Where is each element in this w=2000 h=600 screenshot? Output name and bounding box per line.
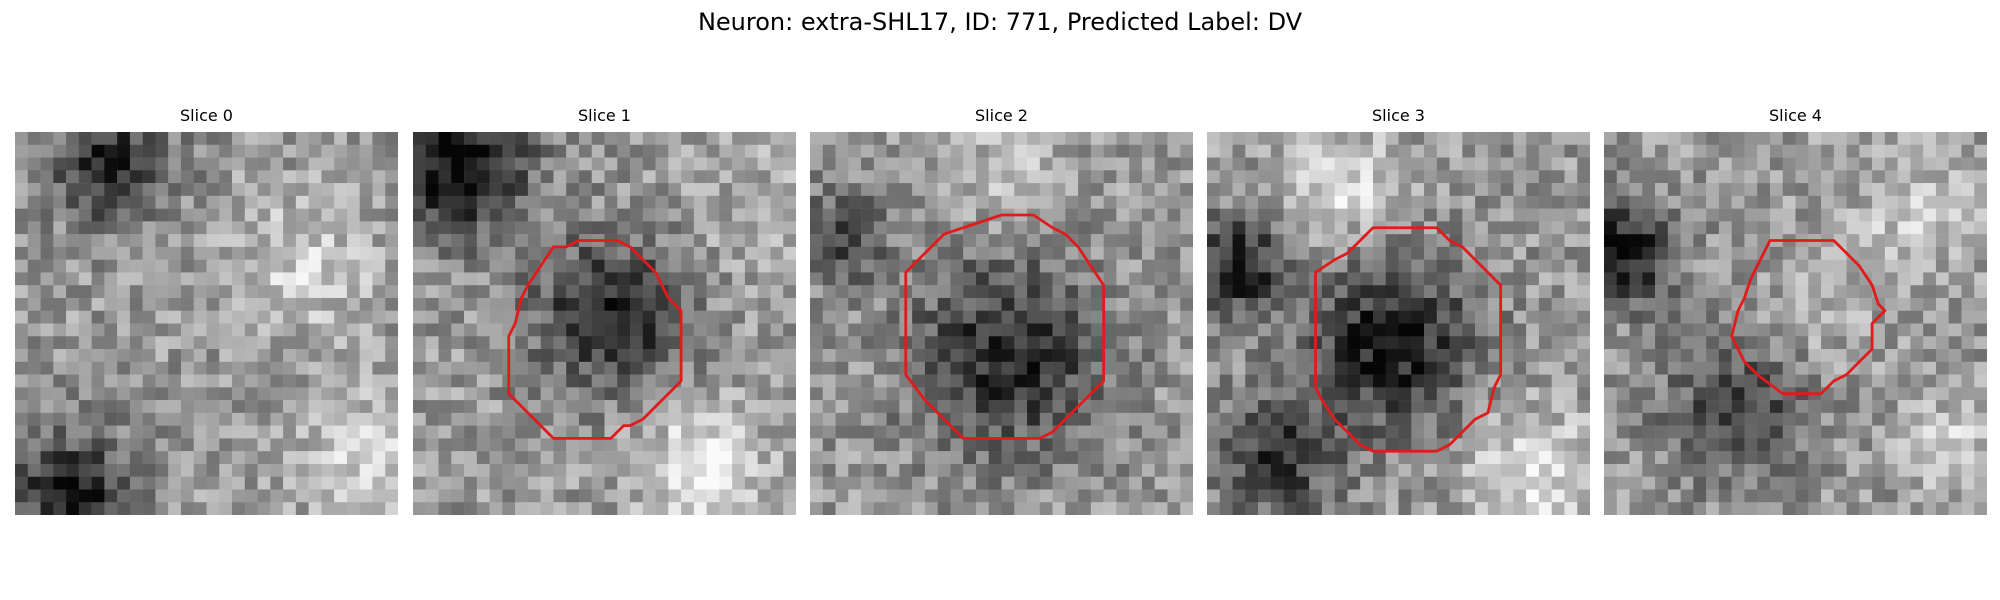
segmentation-contour	[1730, 239, 1887, 396]
slice-panel-1: Slice 1	[413, 104, 796, 515]
segmentation-contour	[904, 213, 1106, 440]
slice-image	[1604, 132, 1987, 515]
slice-panel-0: Slice 0	[15, 104, 398, 515]
slice-panel-3: Slice 3	[1207, 104, 1590, 515]
slice-image	[810, 132, 1193, 515]
slice-image	[1207, 132, 1590, 515]
slice-title: Slice 2	[975, 106, 1028, 125]
slice-title: Slice 4	[1769, 106, 1822, 125]
segmentation-contour	[1314, 226, 1503, 453]
slice-panel-2: Slice 2	[810, 104, 1193, 515]
figure-title: Neuron: extra-SHL17, ID: 771, Predicted …	[697, 8, 1303, 36]
segmentation-contour	[507, 239, 683, 440]
slice-panel-4: Slice 4	[1604, 104, 1987, 515]
slice-title: Slice 3	[1372, 106, 1425, 125]
slice-title: Slice 1	[578, 106, 631, 125]
slice-image	[15, 132, 398, 515]
slice-image	[413, 132, 796, 515]
slice-title: Slice 0	[180, 106, 233, 125]
